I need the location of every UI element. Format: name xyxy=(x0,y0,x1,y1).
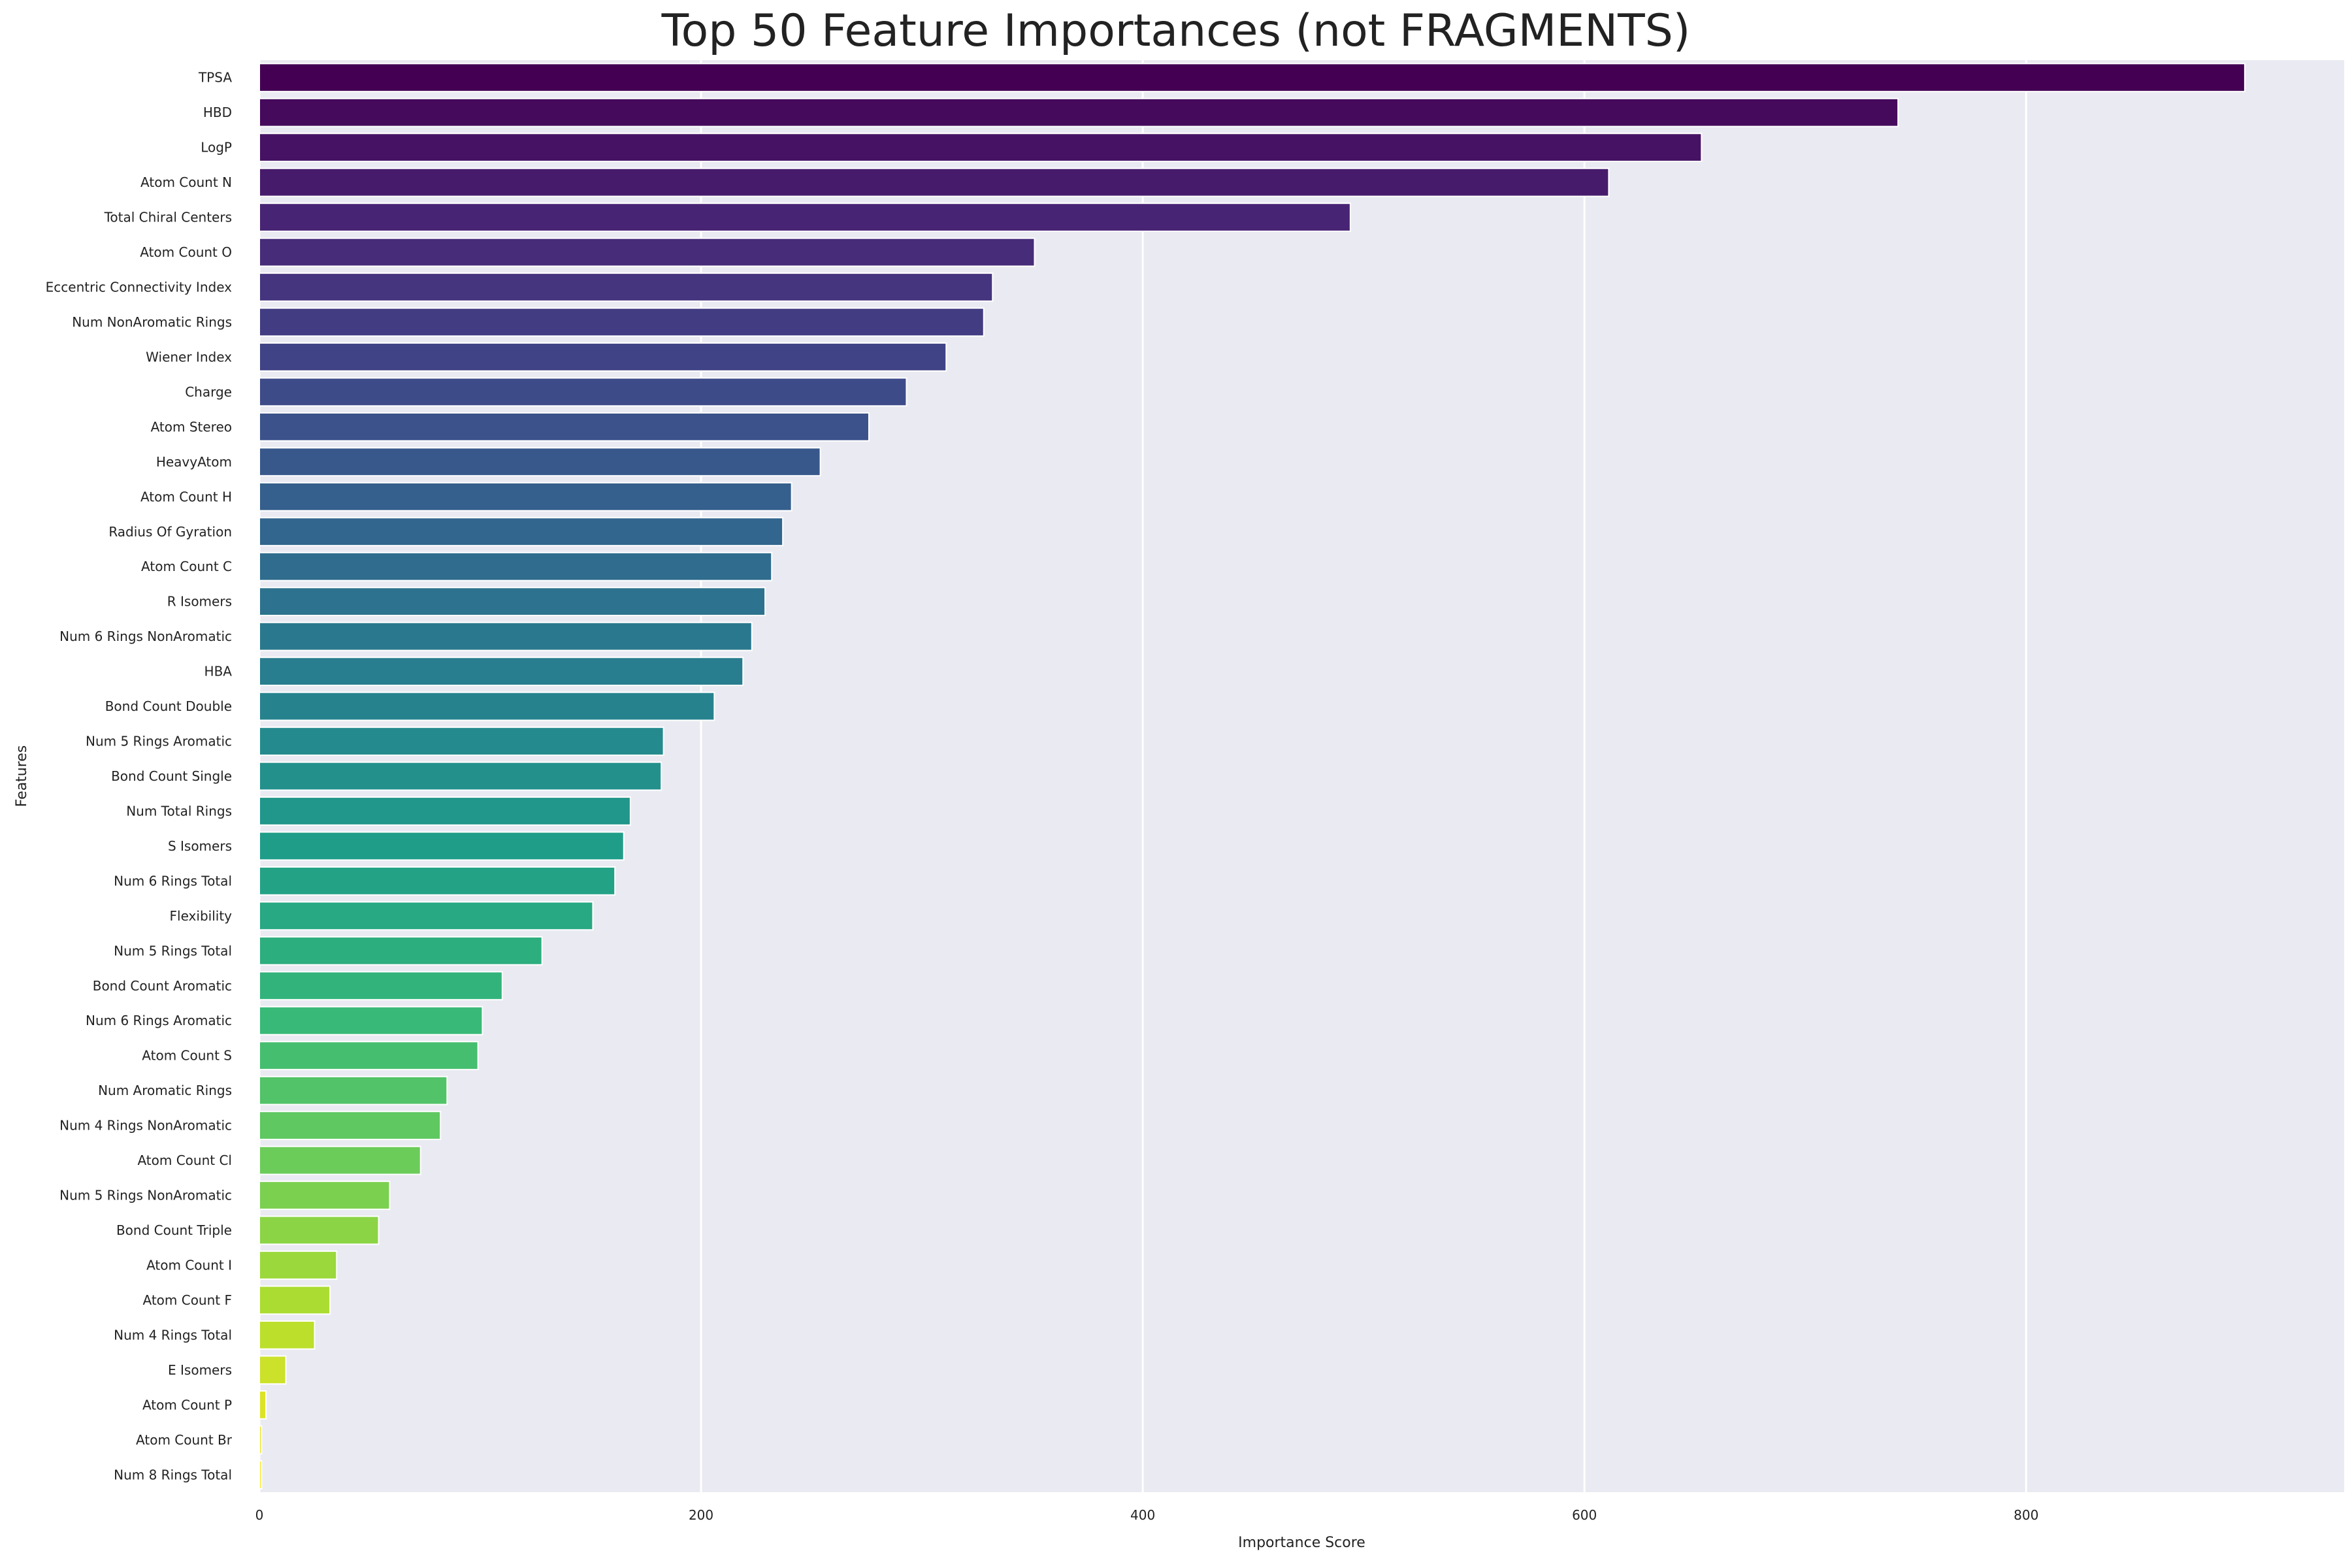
bar xyxy=(259,866,616,896)
bar xyxy=(259,97,1899,127)
bar xyxy=(259,272,994,302)
bar xyxy=(259,1215,380,1245)
y-tick-label: Num 5 Rings Aromatic xyxy=(86,734,232,749)
bar xyxy=(259,727,664,756)
x-tick-label: 600 xyxy=(1572,1507,1597,1523)
y-tick-label: Atom Count I xyxy=(146,1257,232,1273)
y-tick-label: Num 5 Rings Total xyxy=(114,943,232,958)
y-tick-labels: TPSA HBD LogP Atom Count N Total Chiral Cent… xyxy=(46,70,233,1483)
bar xyxy=(259,1145,421,1175)
bar xyxy=(259,551,773,581)
y-tick-label: Num Total Rings xyxy=(126,803,232,819)
y-tick-label: LogP xyxy=(201,140,232,155)
bar xyxy=(259,971,503,1001)
y-tick-label: Num 6 Rings Aromatic xyxy=(86,1013,232,1028)
y-tick-label: Flexibility xyxy=(170,908,233,924)
bar xyxy=(259,203,1351,232)
y-tick-label: Bond Count Double xyxy=(105,698,232,714)
bar xyxy=(259,307,985,337)
bar xyxy=(259,1285,331,1315)
y-tick-label: Radius Of Gyration xyxy=(108,524,232,540)
y-tick-label: HBD xyxy=(203,105,232,120)
y-tick-label: Bond Count Single xyxy=(111,768,232,784)
bar xyxy=(259,761,662,791)
bar xyxy=(259,1005,483,1036)
y-tick-label: Num 6 Rings NonAromatic xyxy=(59,629,232,644)
bar xyxy=(259,796,631,826)
chart-title: Top 50 Feature Importances (not FRAGMENT… xyxy=(661,5,1691,57)
bar xyxy=(259,1075,448,1105)
y-axis-title: Features xyxy=(14,745,30,808)
bar xyxy=(259,657,744,686)
bar xyxy=(259,63,2246,93)
bar xyxy=(259,377,907,407)
bar xyxy=(259,621,753,651)
bar xyxy=(259,342,947,372)
y-tick-label: Charge xyxy=(185,384,232,400)
bar xyxy=(259,587,766,617)
bar xyxy=(259,1425,263,1455)
bar xyxy=(259,167,1610,197)
y-tick-label: Atom Count N xyxy=(140,174,232,190)
bar xyxy=(259,1355,287,1385)
bar xyxy=(259,1111,442,1141)
bar xyxy=(259,412,870,442)
y-tick-label: Wiener Index xyxy=(146,349,232,365)
y-tick-label: Atom Count Br xyxy=(136,1432,233,1448)
bar xyxy=(259,1181,391,1210)
bar xyxy=(259,133,1703,163)
x-axis-title: Importance Score xyxy=(1238,1535,1365,1551)
y-tick-label: TPSA xyxy=(198,70,232,86)
y-tick-label: R Isomers xyxy=(167,594,232,610)
y-tick-label: Atom Count H xyxy=(140,489,232,504)
bars xyxy=(259,63,2246,1490)
bar xyxy=(259,1250,338,1280)
y-tick-label: Eccentric Connectivity Index xyxy=(46,280,232,295)
y-tick-label: S Isomers xyxy=(168,838,232,854)
x-tick-label: 800 xyxy=(2014,1507,2038,1523)
y-tick-label: Num 8 Rings Total xyxy=(114,1467,232,1482)
bar xyxy=(259,1460,263,1490)
y-tick-label: Atom Count F xyxy=(142,1292,232,1308)
y-tick-label: Num 4 Rings Total xyxy=(114,1327,232,1343)
y-tick-label: HBA xyxy=(204,664,233,679)
y-tick-label: Num 5 Rings NonAromatic xyxy=(59,1188,232,1203)
bar xyxy=(259,1041,479,1071)
bar xyxy=(259,237,1036,267)
bar xyxy=(259,482,792,512)
y-tick-label: Atom Count S xyxy=(142,1048,232,1064)
bar xyxy=(259,447,821,477)
y-tick-label: Atom Count Cl xyxy=(137,1152,232,1168)
x-tick-label: 0 xyxy=(255,1507,264,1523)
y-tick-label: HeavyAtom xyxy=(156,454,232,470)
bar xyxy=(259,517,784,547)
bar xyxy=(259,691,715,721)
bar xyxy=(259,1320,316,1350)
y-tick-label: Bond Count Aromatic xyxy=(93,978,232,994)
y-tick-label: E Isomers xyxy=(168,1362,232,1378)
y-tick-label: Atom Count O xyxy=(140,244,232,260)
y-tick-label: Num 6 Rings Total xyxy=(114,873,232,889)
bar xyxy=(259,831,625,861)
y-tick-label: Bond Count Triple xyxy=(116,1222,232,1238)
y-tick-label: Total Chiral Centers xyxy=(104,210,232,225)
x-tick-labels: 0 200 400 600 800 xyxy=(255,1507,2039,1523)
y-tick-label: Atom Count C xyxy=(141,559,232,574)
x-tick-label: 200 xyxy=(689,1507,713,1523)
bar xyxy=(259,901,594,931)
y-tick-label: Atom Stereo xyxy=(151,419,232,434)
bar xyxy=(259,936,543,966)
y-tick-label: Num Aromatic Rings xyxy=(98,1083,232,1098)
bar xyxy=(259,1390,267,1420)
y-tick-label: Num 4 Rings NonAromatic xyxy=(59,1118,232,1134)
x-tick-label: 400 xyxy=(1130,1507,1155,1523)
y-tick-label: Num NonAromatic Rings xyxy=(72,314,232,330)
y-tick-label: Atom Count P xyxy=(142,1397,232,1413)
